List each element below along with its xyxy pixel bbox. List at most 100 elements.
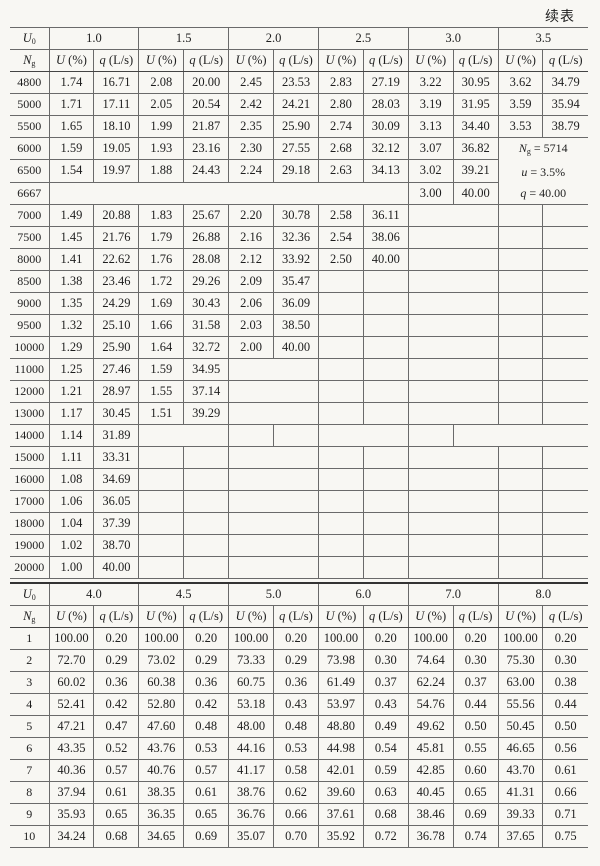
empty-cell bbox=[317, 468, 364, 491]
symbol: q bbox=[548, 53, 556, 67]
u-value: 1.45 bbox=[48, 226, 95, 249]
empty-cell bbox=[362, 534, 409, 557]
unit: (%) bbox=[427, 609, 447, 623]
q-value: 0.52 bbox=[93, 737, 140, 760]
unit: (%) bbox=[68, 53, 87, 67]
u-value: 1.04 bbox=[48, 512, 95, 535]
u-value: 1.99 bbox=[138, 115, 185, 138]
q-value: 0.62 bbox=[273, 781, 319, 804]
u-percent-header: U (%) bbox=[48, 605, 95, 628]
ng-value: 18000 bbox=[10, 512, 50, 535]
symbol: U bbox=[56, 53, 66, 67]
empty-cell bbox=[317, 556, 364, 579]
u-value: 47.21 bbox=[48, 715, 95, 738]
symbol: U bbox=[235, 53, 245, 67]
q-value: 0.44 bbox=[542, 693, 588, 716]
unit: (L/s) bbox=[108, 609, 134, 623]
q-value: 0.20 bbox=[183, 627, 230, 650]
table-row: 18000 1.04 37.39 bbox=[10, 512, 588, 535]
u-value: 2.68 bbox=[317, 136, 364, 161]
u-percent-header: U (%) bbox=[407, 605, 454, 628]
symbol: q bbox=[368, 609, 376, 623]
empty-cell bbox=[407, 380, 499, 403]
q-flow-header: q (L/s) bbox=[183, 605, 230, 628]
symbol: U bbox=[145, 53, 155, 67]
q-value: 40.00 bbox=[362, 248, 409, 271]
u-value: 60.75 bbox=[228, 671, 275, 694]
u-value: 43.76 bbox=[138, 737, 185, 760]
u-value: 3.59 bbox=[497, 93, 544, 116]
q-value: 0.66 bbox=[273, 803, 319, 826]
q-value: 36.09 bbox=[273, 292, 319, 315]
u-value: 52.80 bbox=[138, 693, 185, 716]
empty-cell bbox=[407, 358, 499, 381]
q-value: 24.43 bbox=[183, 159, 230, 183]
q-value: 24.21 bbox=[273, 93, 319, 116]
u-value: 40.45 bbox=[407, 781, 454, 804]
unit: (L/s) bbox=[378, 53, 403, 67]
symbol: q bbox=[189, 53, 196, 67]
u-value: 75.30 bbox=[497, 649, 544, 672]
q-value: 0.20 bbox=[362, 627, 409, 650]
q-value: 0.29 bbox=[183, 649, 230, 672]
q-value: 0.43 bbox=[273, 693, 319, 716]
empty-cell bbox=[138, 534, 185, 557]
u-value: 36.35 bbox=[138, 803, 185, 826]
empty-cell bbox=[497, 446, 544, 469]
unit: (%) bbox=[337, 609, 357, 623]
ng-value: 9500 bbox=[10, 314, 50, 337]
empty-cell bbox=[317, 380, 364, 403]
q-value: 20.54 bbox=[183, 93, 230, 116]
empty-cell bbox=[48, 181, 409, 206]
empty-cell bbox=[317, 424, 409, 447]
q-value: 0.55 bbox=[452, 737, 499, 760]
table-row: 6500 1.54 19.97 1.88 24.43 2.24 29.18 2.63 34.13… bbox=[10, 159, 588, 183]
u-value: 39.33 bbox=[497, 803, 544, 826]
q-value: 40.00 bbox=[93, 556, 140, 579]
q-value: 30.45 bbox=[93, 402, 140, 425]
symbol: U bbox=[22, 587, 32, 601]
ng-value: 9 bbox=[10, 803, 50, 826]
q-value: 0.20 bbox=[93, 627, 140, 650]
q-value: 0.71 bbox=[542, 803, 588, 826]
u-value: 1.71 bbox=[48, 93, 95, 116]
u-value: 3.62 bbox=[497, 71, 544, 94]
q-value: 0.53 bbox=[183, 737, 230, 760]
u-value: 2.00 bbox=[228, 336, 275, 359]
u-percent-header: U (%) bbox=[228, 49, 275, 72]
unit: (%) bbox=[68, 609, 87, 623]
q-value: 0.61 bbox=[183, 781, 230, 804]
unit: (L/s) bbox=[558, 609, 583, 623]
u0-value-header: 4.5 bbox=[138, 582, 230, 606]
u0-value-header: 5.0 bbox=[228, 582, 319, 606]
u-value: 40.36 bbox=[48, 759, 95, 782]
u-value: 1.54 bbox=[48, 159, 95, 183]
q-value: 20.00 bbox=[183, 71, 230, 94]
q-value: 0.59 bbox=[362, 759, 409, 782]
q-value: 36.05 bbox=[93, 490, 140, 513]
u-value: 48.80 bbox=[317, 715, 364, 738]
unit: (%) bbox=[517, 609, 536, 623]
table-row: 8000 1.41 22.62 1.76 28.08 2.12 33.92 2.50 40.00 bbox=[10, 248, 588, 271]
unit: (%) bbox=[247, 53, 267, 67]
u-value: 2.12 bbox=[228, 248, 275, 271]
u-value: 73.33 bbox=[228, 649, 275, 672]
subscript: g bbox=[31, 615, 36, 624]
empty-cell bbox=[407, 446, 499, 469]
unit: (%) bbox=[337, 53, 357, 67]
empty-cell bbox=[497, 358, 544, 381]
table-row: 8 37.94 0.61 38.35 0.61 38.76 0.62 39.60 0.63 40.… bbox=[10, 781, 588, 804]
empty-cell bbox=[317, 534, 364, 557]
empty-cell bbox=[497, 512, 544, 535]
subscript: g bbox=[31, 59, 36, 68]
table-row: 5500 1.65 18.10 1.99 21.87 2.35 25.90 2.74 30.09… bbox=[10, 115, 588, 138]
q-flow-header: q (L/s) bbox=[93, 605, 140, 628]
symbol: U bbox=[505, 53, 515, 67]
symbol: q bbox=[458, 53, 466, 67]
u-value: 74.64 bbox=[407, 649, 454, 672]
u-value: 3.00 bbox=[407, 181, 454, 206]
u-value: 1.83 bbox=[138, 204, 185, 227]
q-value: 0.49 bbox=[362, 715, 409, 738]
empty-cell bbox=[362, 490, 409, 513]
ng-value: 11000 bbox=[10, 358, 50, 381]
